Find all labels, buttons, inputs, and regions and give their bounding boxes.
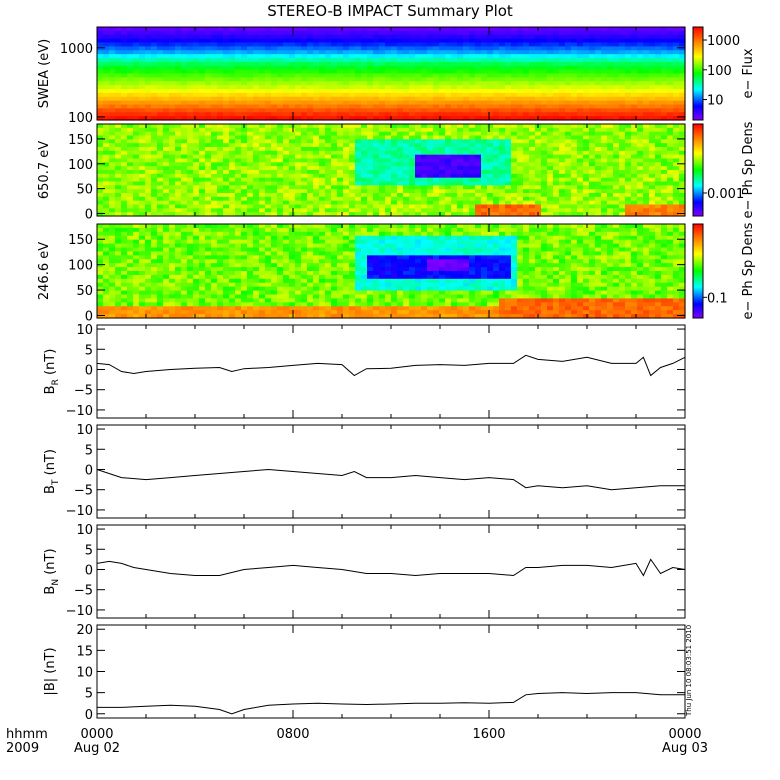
panel-2-ytick-1: 100 (68, 259, 93, 274)
trace-3 (96, 354, 686, 377)
format-label: hhmm (6, 727, 48, 742)
panel-1-ytick-1: 100 (68, 158, 93, 173)
panel-1-ytick-3: 0 (85, 208, 93, 223)
panel-0-ylabel: SWEA (eV) (37, 39, 52, 108)
xtick-label-3: 0000 (668, 727, 701, 742)
panel-5-ylabel: BN (nT) (43, 548, 61, 594)
panel-6-ylabel: |B| (nT) (43, 647, 58, 695)
panel-0-ytick-0: 1000 (60, 42, 93, 57)
panel-5-ytick-3: −5 (74, 584, 93, 599)
panel-3-ylabel: BR (nT) (43, 349, 61, 395)
panel-4-ytick-3: −5 (74, 484, 93, 499)
panel-6-ytick-2: 10 (76, 666, 93, 681)
panel-2-ylabel: 246.6 eV (37, 242, 52, 300)
panel-4-ylabel: BT (nT) (43, 449, 61, 494)
panel-4-frame (96, 424, 686, 519)
colorbar-2 (692, 223, 704, 319)
panel-3-ytick-0: 10 (76, 323, 93, 338)
xtick-label-2: 1600 (472, 727, 505, 742)
panel-5-ytick-1: 5 (85, 543, 93, 558)
heatmap-1 (97, 124, 686, 217)
panel-5-ytick-2: 0 (85, 563, 93, 578)
panel-2-ytick-3: 0 (85, 309, 93, 324)
xtick-sublabel-0: Aug 02 (74, 741, 120, 756)
panel-1-ytick-0: 150 (68, 133, 93, 148)
panel-3-ytick-3: −5 (74, 384, 93, 399)
panel-4-ytick-4: −10 (66, 504, 93, 519)
colorbar-0-tick-2: 10 (707, 94, 724, 109)
panel-6-ytick-0: 20 (76, 623, 93, 638)
panel-2-ytick-0: 150 (68, 233, 93, 248)
panel-5-ytick-0: 10 (76, 523, 93, 538)
panel-6: |B| (nT) 20 15 10 5 0 (43, 623, 686, 723)
panel-5-ytick-4: −10 (66, 604, 93, 619)
colorbar-2-tick-0: 0.1 (707, 291, 728, 306)
colorbar-1 (692, 123, 704, 217)
xtick-label-1: 0800 (276, 727, 309, 742)
panel-1-ytick-2: 50 (76, 183, 93, 198)
colorbar-1-label: e− Ph Sp Dens (741, 121, 756, 218)
timestamp-label: Thu Jun 10 08:03:51 2010 (685, 625, 693, 717)
panel-3-frame (96, 324, 686, 419)
panel-0: 1000 100 10 e− Flux SWEA (eV) 1000 100 (37, 26, 756, 126)
panel-4: BT (nT) 10 5 0 −5 −10 (43, 423, 686, 519)
heatmap-2 (97, 224, 686, 319)
panel-1-ylabel: 650.7 eV (37, 141, 52, 199)
panel-4-ytick-1: 5 (85, 443, 93, 458)
colorbar-1-tick-0: 0.001 (707, 187, 744, 202)
trace-6 (97, 692, 685, 715)
colorbar-0-tick-1: 100 (707, 64, 732, 79)
xtick-label-0: 0000 (80, 727, 113, 742)
panel-6-ytick-4: 0 (85, 708, 93, 723)
panel-3: BR (nT) 10 5 0 −5 −10 (43, 323, 686, 419)
year-label: 2009 (6, 741, 39, 756)
panel-3-ytick-1: 5 (85, 343, 93, 358)
panel-0-ytick-1: 100 (68, 111, 93, 126)
panel-2: 0.1 e− Ph Sp Dens 246.6 eV 150 100 50 0 (37, 222, 756, 324)
heatmap-0 (97, 27, 686, 121)
panel-3-ytick-4: −10 (66, 404, 93, 419)
colorbar-0 (692, 26, 704, 121)
panel-5-frame (96, 524, 686, 619)
panel-3-ytick-2: 0 (85, 363, 93, 378)
panel-4-ytick-2: 0 (85, 463, 93, 478)
colorbar-0-tick-0: 1000 (707, 34, 740, 49)
panel-5: BN (nT) 10 5 0 −5 −10 (43, 523, 686, 619)
panel-6-ytick-1: 15 (76, 644, 93, 659)
colorbar-0-label: e− Flux (741, 48, 756, 98)
xtick-sublabel-3: Aug 03 (662, 741, 708, 756)
plot-title: STEREO-B IMPACT Summary Plot (267, 2, 513, 20)
colorbar-2-label: e− Ph Sp Dens (741, 222, 756, 319)
panel-2-ytick-2: 50 (76, 284, 93, 299)
trace-5 (96, 558, 686, 577)
panel-4-ytick-0: 10 (76, 423, 93, 438)
trace-4 (96, 468, 685, 491)
panel-6-ytick-3: 5 (85, 687, 93, 702)
